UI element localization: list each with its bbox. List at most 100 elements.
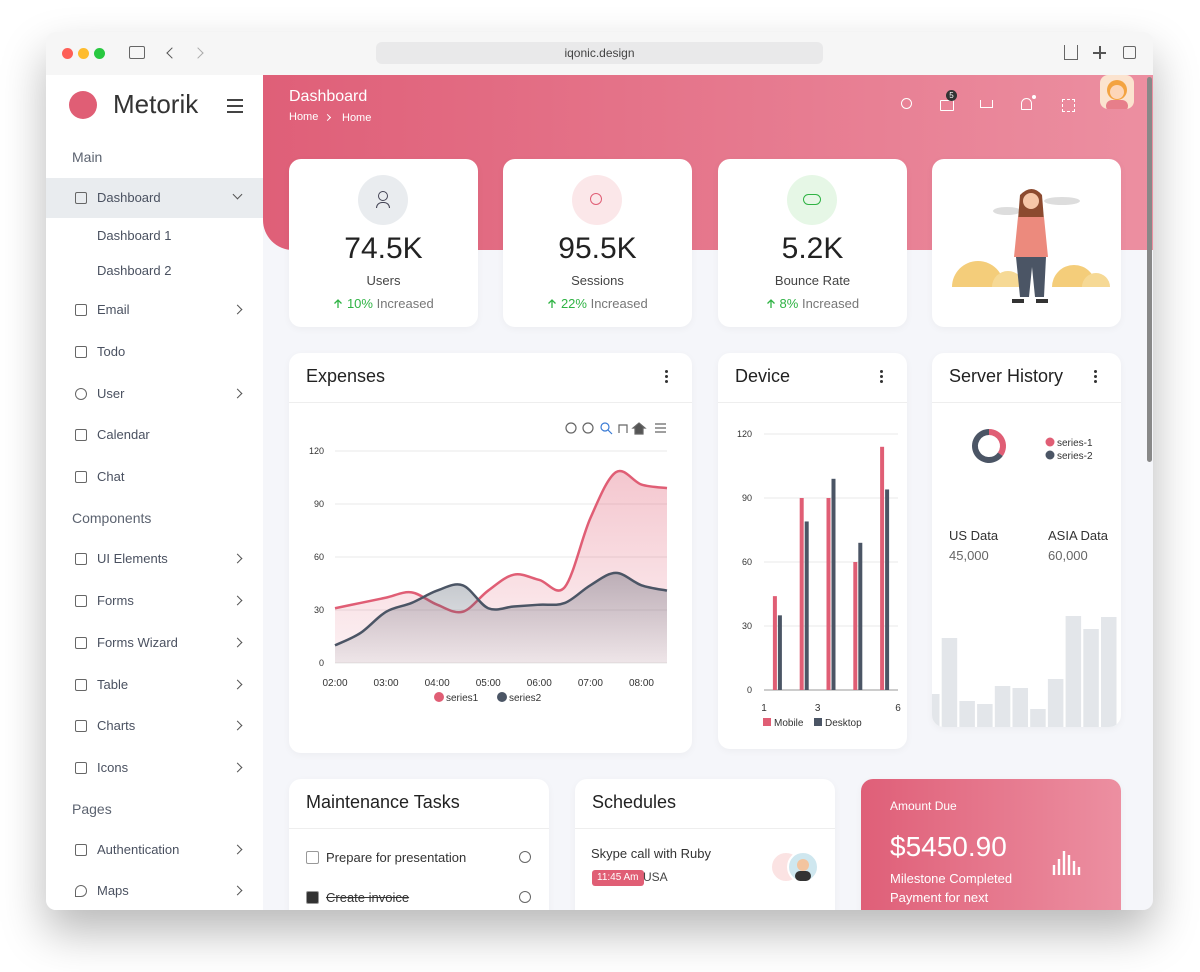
menu-toggle[interactable] [227,99,243,101]
tabs-button[interactable] [1123,46,1136,59]
menu-item[interactable]: Chat [46,457,263,497]
back-button[interactable] [166,47,178,59]
bar [1083,629,1099,727]
task-label: Create invoice [326,890,410,905]
card-menu[interactable] [665,370,668,373]
stat-change: 22% [560,296,587,311]
menu-item[interactable]: Maps [46,871,263,910]
expenses-card: Expenses 0 30 60 90 120 02:00 03:00 04:00 05:00 0… [289,353,692,753]
menu-item[interactable]: Dashboard [46,178,263,218]
x-tick-label: 08:00 [629,678,654,689]
bar [977,704,993,727]
legend-label: Desktop [825,718,862,729]
scrollbar[interactable] [1147,77,1152,462]
new-tab-button[interactable] [1093,46,1106,59]
y-tick-label: 120 [737,429,752,439]
menu-item[interactable]: Icons [46,748,263,788]
bars-icon [1052,851,1081,875]
menu-item[interactable]: Forms [46,581,263,621]
stat-label: ASIA Data [1048,528,1108,543]
bar [1101,617,1117,727]
x-tick-label: 1 [761,703,767,714]
bar [1047,679,1064,727]
area-chart: 0 30 60 90 120 02:00 03:00 04:00 05:00 06:00 07:00… [309,422,668,704]
amount-value: $5450.90 [890,831,1007,862]
remove-task[interactable] [519,851,531,863]
bar [880,446,885,690]
bar [1012,688,1028,727]
sidebar-toggle[interactable] [129,46,145,59]
sidebar: Metorik Main Dashboard Dashboard 1 Dashb… [46,75,263,910]
menu-item[interactable]: Charts [46,706,263,746]
submenu-item[interactable]: Dashboard 1 [97,228,172,243]
avatar[interactable] [1100,75,1134,109]
card-title: Server History [949,366,1064,386]
menu-item[interactable]: Email [46,290,263,330]
donut-slice [972,429,1003,463]
card-menu[interactable] [1094,370,1097,373]
card-menu[interactable] [880,370,883,373]
menu-item[interactable]: UI Elements [46,539,263,579]
bar [826,498,831,690]
remove-task[interactable] [519,891,531,903]
browser-window: iqonic.design Metorik Main Dashboard Das… [46,32,1153,910]
brand: Metorik [113,89,199,119]
task-checkbox[interactable] [306,851,319,864]
stat-value: 5.2K [781,232,844,265]
amount-text: Payment for next [890,890,989,905]
stat-card: 95.5K Sessions 22% Increased [503,159,692,327]
browser-toolbar: iqonic.design [46,32,1153,76]
search-icon[interactable] [901,98,912,109]
event-location: USA [643,870,668,884]
amount-text: Milestone Completed [890,871,1013,886]
stat-label: Sessions [571,273,624,288]
close-button[interactable] [62,48,73,59]
server-charts: series-1 series-2 [932,429,1117,727]
stat-value: 60,000 [1048,548,1088,563]
address-bar[interactable]: iqonic.design [376,42,823,64]
chart-toolbar[interactable] [565,422,666,435]
x-tick-label: 07:00 [578,678,603,689]
section-heading: Pages [72,801,112,817]
minimize-button[interactable] [78,48,89,59]
stat-change: 8% [779,296,799,311]
maintenance-card: Maintenance Tasks Prepare for presentati… [289,779,549,910]
menu-item[interactable]: User [46,374,263,414]
cart-icon[interactable] [980,100,993,108]
zoom-button[interactable] [94,48,105,59]
menu-item[interactable]: Calendar [46,415,263,455]
x-tick-label: 3 [815,703,821,714]
menu-item[interactable]: Authentication [46,830,263,870]
menu-label: Table [97,677,129,692]
breadcrumb-item[interactable]: Home [289,111,319,123]
menu-label: Todo [97,344,126,359]
illustration-card [932,159,1121,327]
stat-value: 95.5K [558,232,637,265]
menu-item[interactable]: Table [46,665,263,705]
menu-label: Charts [97,718,136,733]
menu-item[interactable]: Forms Wizard [46,623,263,663]
task-row[interactable]: Create invoice [289,888,549,908]
legend-marker [1045,450,1055,460]
legend-label: series-2 [1057,451,1093,462]
amount-due-card: Amount Due $5450.90 Milestone Completed … [861,779,1121,910]
forward-button[interactable] [192,47,204,59]
submenu-item[interactable]: Dashboard 2 [97,263,172,278]
stat-card: 74.5K Users 10% Increased [289,159,478,327]
stat-value: 74.5K [344,232,423,265]
bell-icon[interactable] [1021,98,1032,110]
bar [858,542,863,690]
stat-card: 5.2K Bounce Rate 8% Increased [718,159,907,327]
fullscreen-icon[interactable] [1062,99,1075,112]
stat-value: 45,000 [949,548,989,563]
mail-icon[interactable] [940,100,954,111]
device-card: Device 0 30 60 90 120 1 3 6 Mobile Desktop [718,353,907,749]
task-checkbox[interactable] [306,891,319,904]
share-button[interactable] [1064,45,1078,60]
card-title: Schedules [592,792,677,812]
task-row[interactable]: Prepare for presentation [289,848,549,868]
menu-item[interactable]: Todo [46,332,263,372]
bar-chart: 0 30 60 90 120 1 3 6 Mobile Desktop [737,429,901,729]
menu-label: Forms [97,593,134,608]
